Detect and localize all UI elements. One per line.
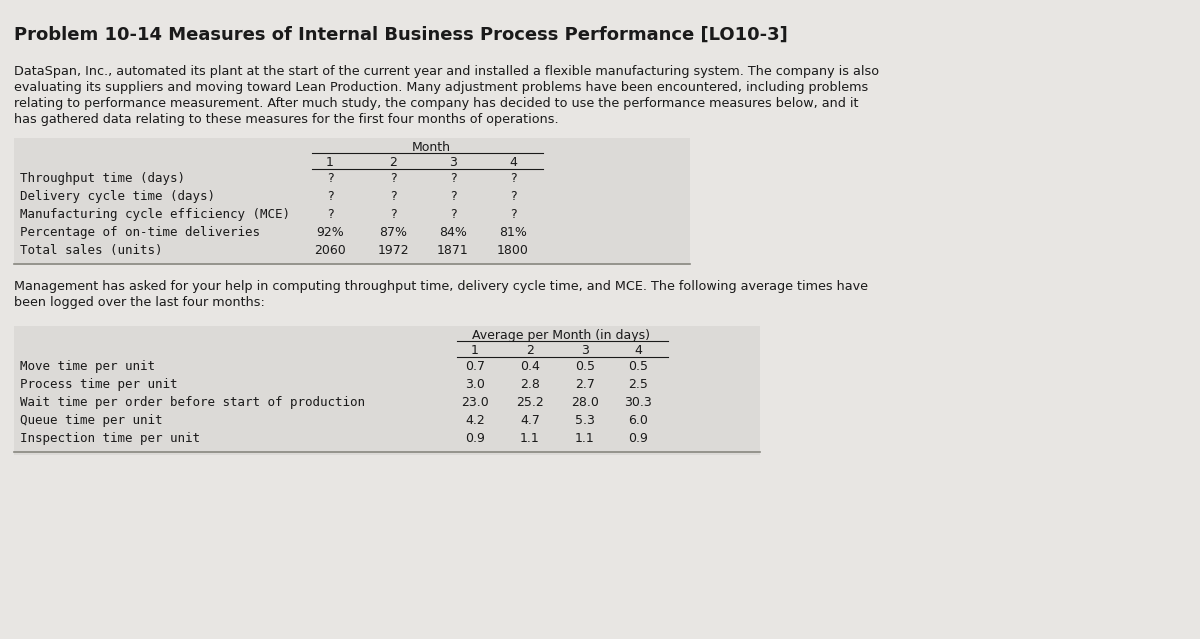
Text: 3: 3: [581, 344, 589, 357]
Text: evaluating its suppliers and moving toward Lean Production. Many adjustment prob: evaluating its suppliers and moving towa…: [14, 81, 869, 94]
Text: 6.0: 6.0: [628, 414, 648, 427]
Text: Process time per unit: Process time per unit: [20, 378, 178, 391]
Text: 25.2: 25.2: [516, 396, 544, 409]
Text: Move time per unit: Move time per unit: [20, 360, 155, 373]
Text: Queue time per unit: Queue time per unit: [20, 414, 162, 427]
Text: ?: ?: [450, 208, 456, 221]
Text: 92%: 92%: [316, 226, 344, 239]
Text: Wait time per order before start of production: Wait time per order before start of prod…: [20, 396, 365, 409]
Text: 2.8: 2.8: [520, 378, 540, 391]
Text: 0.9: 0.9: [628, 432, 648, 445]
Text: 4.2: 4.2: [466, 414, 485, 427]
Text: 2060: 2060: [314, 244, 346, 257]
Text: ?: ?: [450, 190, 456, 203]
Text: 2.7: 2.7: [575, 378, 595, 391]
Text: Management has asked for your help in computing throughput time, delivery cycle : Management has asked for your help in co…: [14, 280, 868, 293]
Text: 1800: 1800: [497, 244, 529, 257]
Text: 1871: 1871: [437, 244, 469, 257]
Text: 0.9: 0.9: [466, 432, 485, 445]
Text: 23.0: 23.0: [461, 396, 488, 409]
Text: 0.5: 0.5: [575, 360, 595, 373]
Text: ?: ?: [510, 172, 516, 185]
Bar: [14, 326, 760, 455]
Text: Average per Month (in days): Average per Month (in days): [473, 329, 650, 342]
Text: Total sales (units): Total sales (units): [20, 244, 162, 257]
Text: ?: ?: [510, 208, 516, 221]
Text: 81%: 81%: [499, 226, 527, 239]
Text: 4: 4: [509, 156, 517, 169]
Text: 87%: 87%: [379, 226, 407, 239]
Text: 1: 1: [472, 344, 479, 357]
Text: ?: ?: [510, 190, 516, 203]
Text: ?: ?: [326, 208, 334, 221]
Text: 1: 1: [326, 156, 334, 169]
Text: 1972: 1972: [377, 244, 409, 257]
Text: ?: ?: [450, 172, 456, 185]
Text: been logged over the last four months:: been logged over the last four months:: [14, 296, 265, 309]
Text: ?: ?: [326, 172, 334, 185]
Text: 2: 2: [526, 344, 534, 357]
Text: 2.5: 2.5: [628, 378, 648, 391]
Text: 0.4: 0.4: [520, 360, 540, 373]
Text: Delivery cycle time (days): Delivery cycle time (days): [20, 190, 215, 203]
Text: 2: 2: [389, 156, 397, 169]
Text: has gathered data relating to these measures for the first four months of operat: has gathered data relating to these meas…: [14, 113, 559, 126]
Text: relating to performance measurement. After much study, the company has decided t: relating to performance measurement. Aft…: [14, 97, 858, 110]
Text: ?: ?: [390, 208, 396, 221]
Text: ?: ?: [390, 190, 396, 203]
Text: 4: 4: [634, 344, 642, 357]
Text: Problem 10-14 Measures of Internal Business Process Performance [LO10-3]: Problem 10-14 Measures of Internal Busin…: [14, 26, 787, 44]
Text: 1.1: 1.1: [520, 432, 540, 445]
Text: Manufacturing cycle efficiency (MCE): Manufacturing cycle efficiency (MCE): [20, 208, 290, 221]
Text: 3.0: 3.0: [466, 378, 485, 391]
Text: 0.5: 0.5: [628, 360, 648, 373]
Text: 5.3: 5.3: [575, 414, 595, 427]
Text: 1.1: 1.1: [575, 432, 595, 445]
Bar: [14, 138, 690, 265]
Text: ?: ?: [390, 172, 396, 185]
Text: ?: ?: [326, 190, 334, 203]
Text: Month: Month: [412, 141, 451, 154]
Text: 0.7: 0.7: [466, 360, 485, 373]
Text: 28.0: 28.0: [571, 396, 599, 409]
Text: 84%: 84%: [439, 226, 467, 239]
Text: Throughput time (days): Throughput time (days): [20, 172, 185, 185]
Text: 4.7: 4.7: [520, 414, 540, 427]
Text: 3: 3: [449, 156, 457, 169]
Text: Inspection time per unit: Inspection time per unit: [20, 432, 200, 445]
Text: DataSpan, Inc., automated its plant at the start of the current year and install: DataSpan, Inc., automated its plant at t…: [14, 65, 880, 78]
Text: 30.3: 30.3: [624, 396, 652, 409]
Text: Percentage of on-time deliveries: Percentage of on-time deliveries: [20, 226, 260, 239]
